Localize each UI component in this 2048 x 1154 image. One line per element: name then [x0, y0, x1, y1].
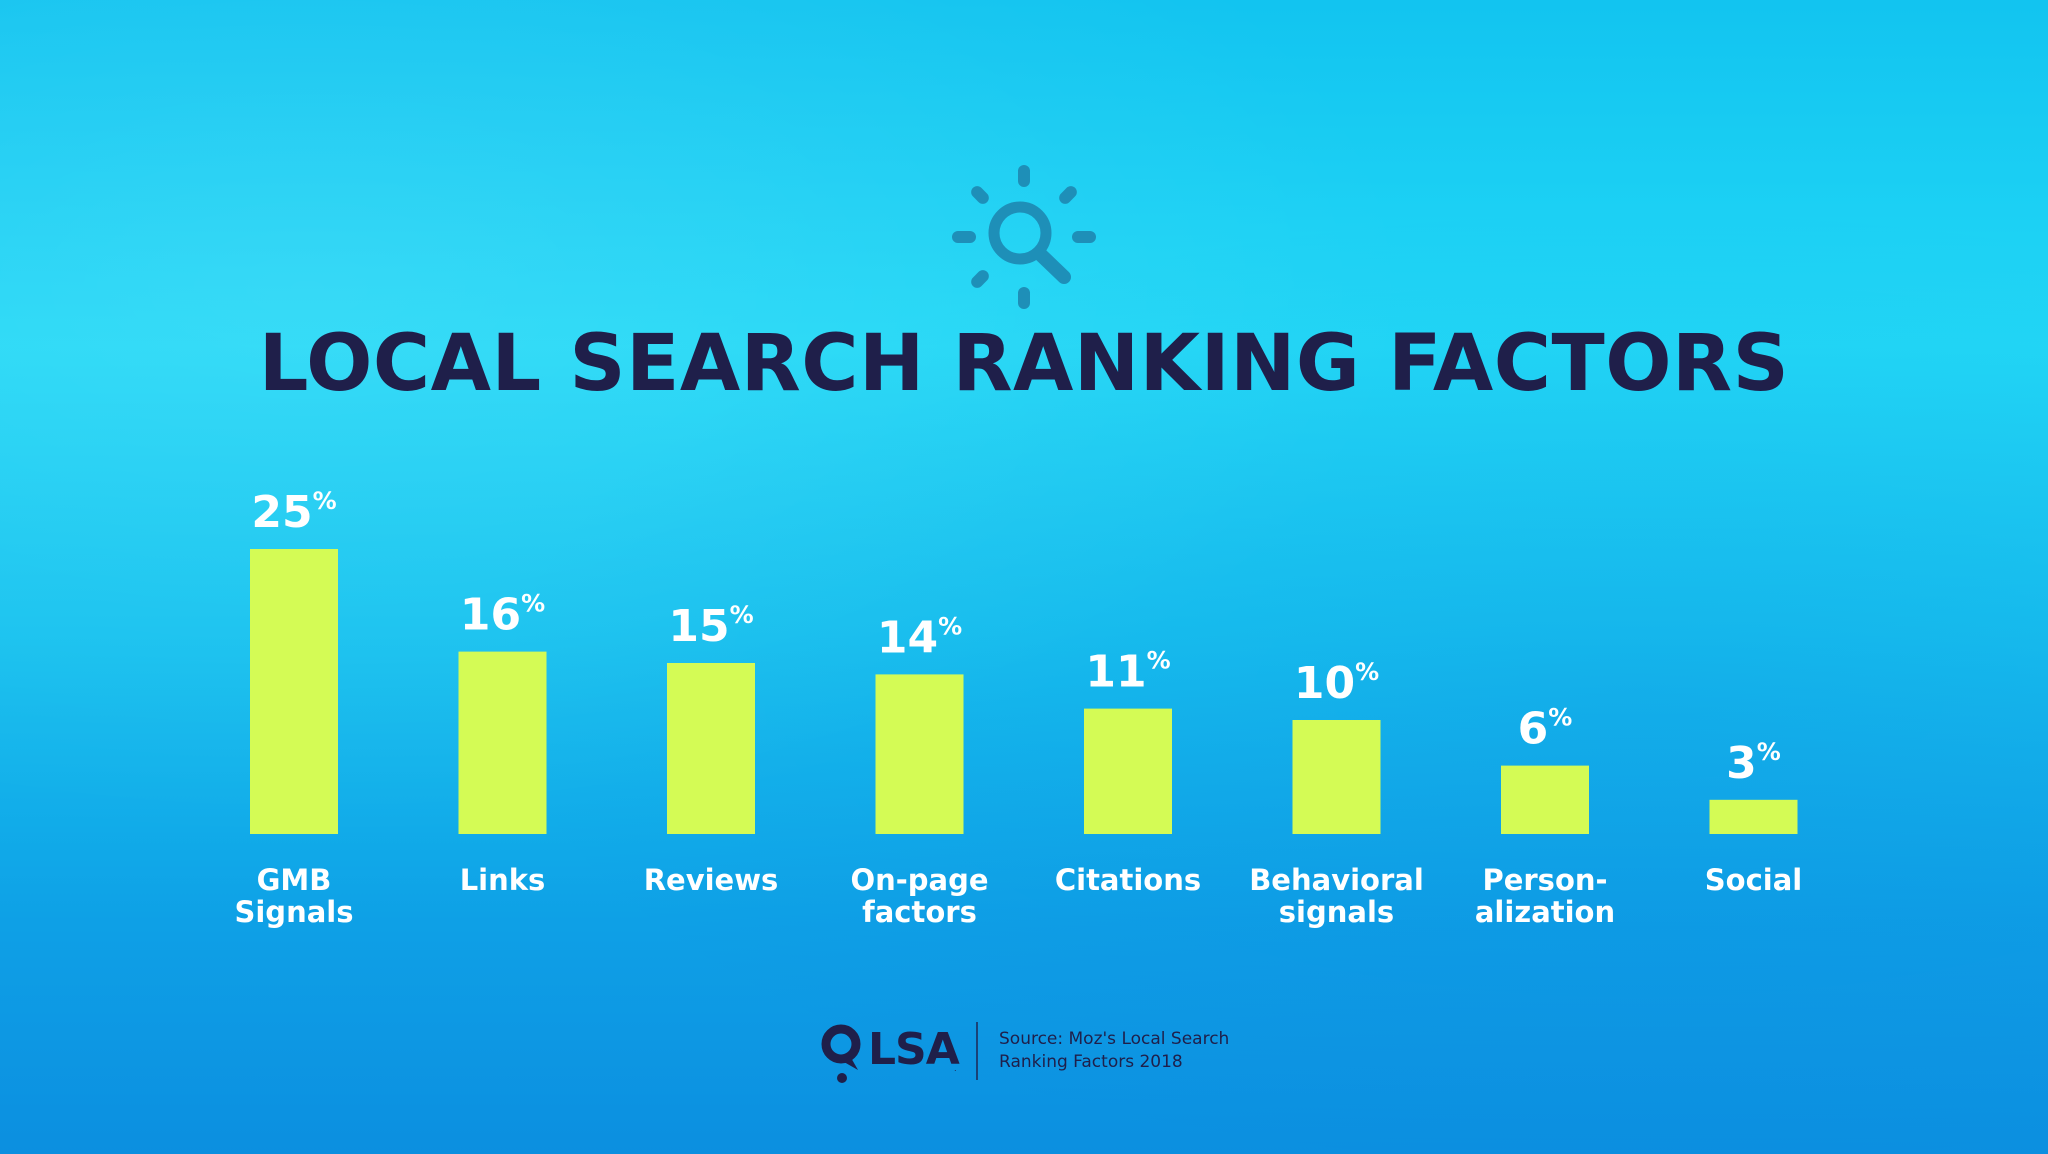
bar — [458, 651, 547, 834]
bar-value-label: 11% — [1085, 647, 1170, 698]
category-label: Links — [460, 863, 546, 897]
category-label: Person-alization — [1475, 863, 1615, 929]
footer-divider — [976, 1022, 978, 1080]
category-label: GMB Signals — [234, 863, 353, 929]
bar-value-label: 15% — [668, 601, 753, 652]
bar — [667, 663, 755, 834]
category-label: Citations — [1055, 863, 1201, 897]
bar-value-label: 10% — [1294, 658, 1379, 709]
bar — [1501, 765, 1589, 834]
bar — [250, 549, 338, 834]
category-label: On-page factors — [850, 863, 988, 929]
bar-value-label: 3% — [1726, 738, 1781, 789]
bar — [875, 674, 964, 834]
chart-title: LOCAL SEARCH RANKING FACTORS — [258, 319, 1790, 409]
bar-value-label: 16% — [460, 590, 545, 641]
logo-mark-dot: . — [954, 1064, 957, 1073]
lsa-logo-text: LSA — [868, 1024, 960, 1075]
bar-value-label: 6% — [1518, 704, 1573, 755]
footer: LSA . Source: Moz's Local Search Ranking… — [820, 1018, 1240, 1086]
sun-magnifier-icon — [952, 165, 1096, 309]
category-label: Behavioral signals — [1249, 863, 1424, 929]
bar — [1084, 708, 1172, 834]
bar-value-label: 25% — [251, 487, 336, 538]
category-label: Reviews — [644, 863, 779, 897]
map-pin-icon — [821, 1024, 861, 1083]
source-line-1: Source: Moz's Local Search — [999, 1029, 1230, 1049]
source-line-2: Ranking Factors 2018 — [999, 1052, 1183, 1072]
bar — [1292, 720, 1381, 834]
source-note: Source: Moz's Local Search Ranking Facto… — [999, 1028, 1259, 1074]
category-label: Social — [1705, 863, 1802, 897]
bar — [1709, 799, 1798, 834]
bar-value-label: 14% — [877, 612, 962, 663]
